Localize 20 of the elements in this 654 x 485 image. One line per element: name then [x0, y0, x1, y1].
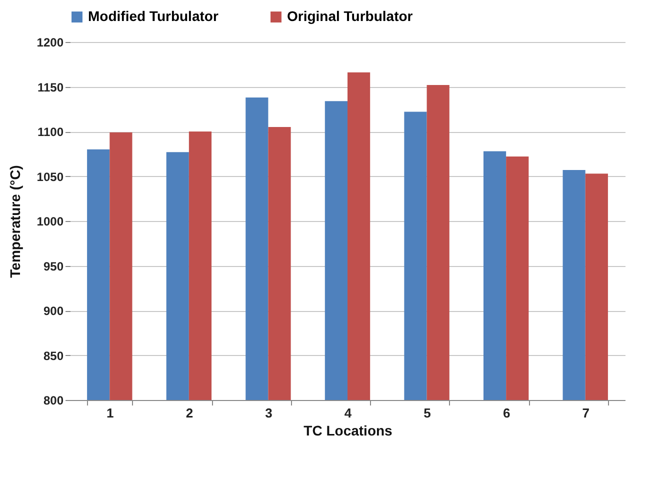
y-tick-label: 1050: [36, 170, 64, 184]
y-tick-label: 1150: [37, 80, 64, 94]
y-tick-label: 850: [43, 348, 64, 363]
legend-label: Modified Turbulator: [88, 8, 219, 24]
x-axis-title: TC Locations: [304, 422, 393, 438]
x-tick-label: 5: [424, 406, 431, 420]
y-tick-label: 1000: [36, 214, 64, 228]
x-tick-label: 7: [582, 406, 590, 420]
legend-label: Original Turbulator: [287, 8, 414, 24]
x-tick-label: 1: [106, 406, 114, 420]
x-tick-label: 3: [265, 406, 272, 420]
x-tick-label: 6: [502, 406, 510, 420]
y-axis-title: Temperature (°C): [6, 165, 23, 278]
y-tick-label: 950: [43, 259, 64, 274]
y-tick-label: 900: [43, 304, 64, 318]
y-tick-label: 800: [43, 394, 64, 408]
y-tick-label: 1200: [36, 36, 64, 50]
y-tick-label: 1100: [37, 125, 64, 139]
x-tick-label: 4: [344, 406, 352, 420]
x-tick-label: 2: [186, 406, 194, 420]
